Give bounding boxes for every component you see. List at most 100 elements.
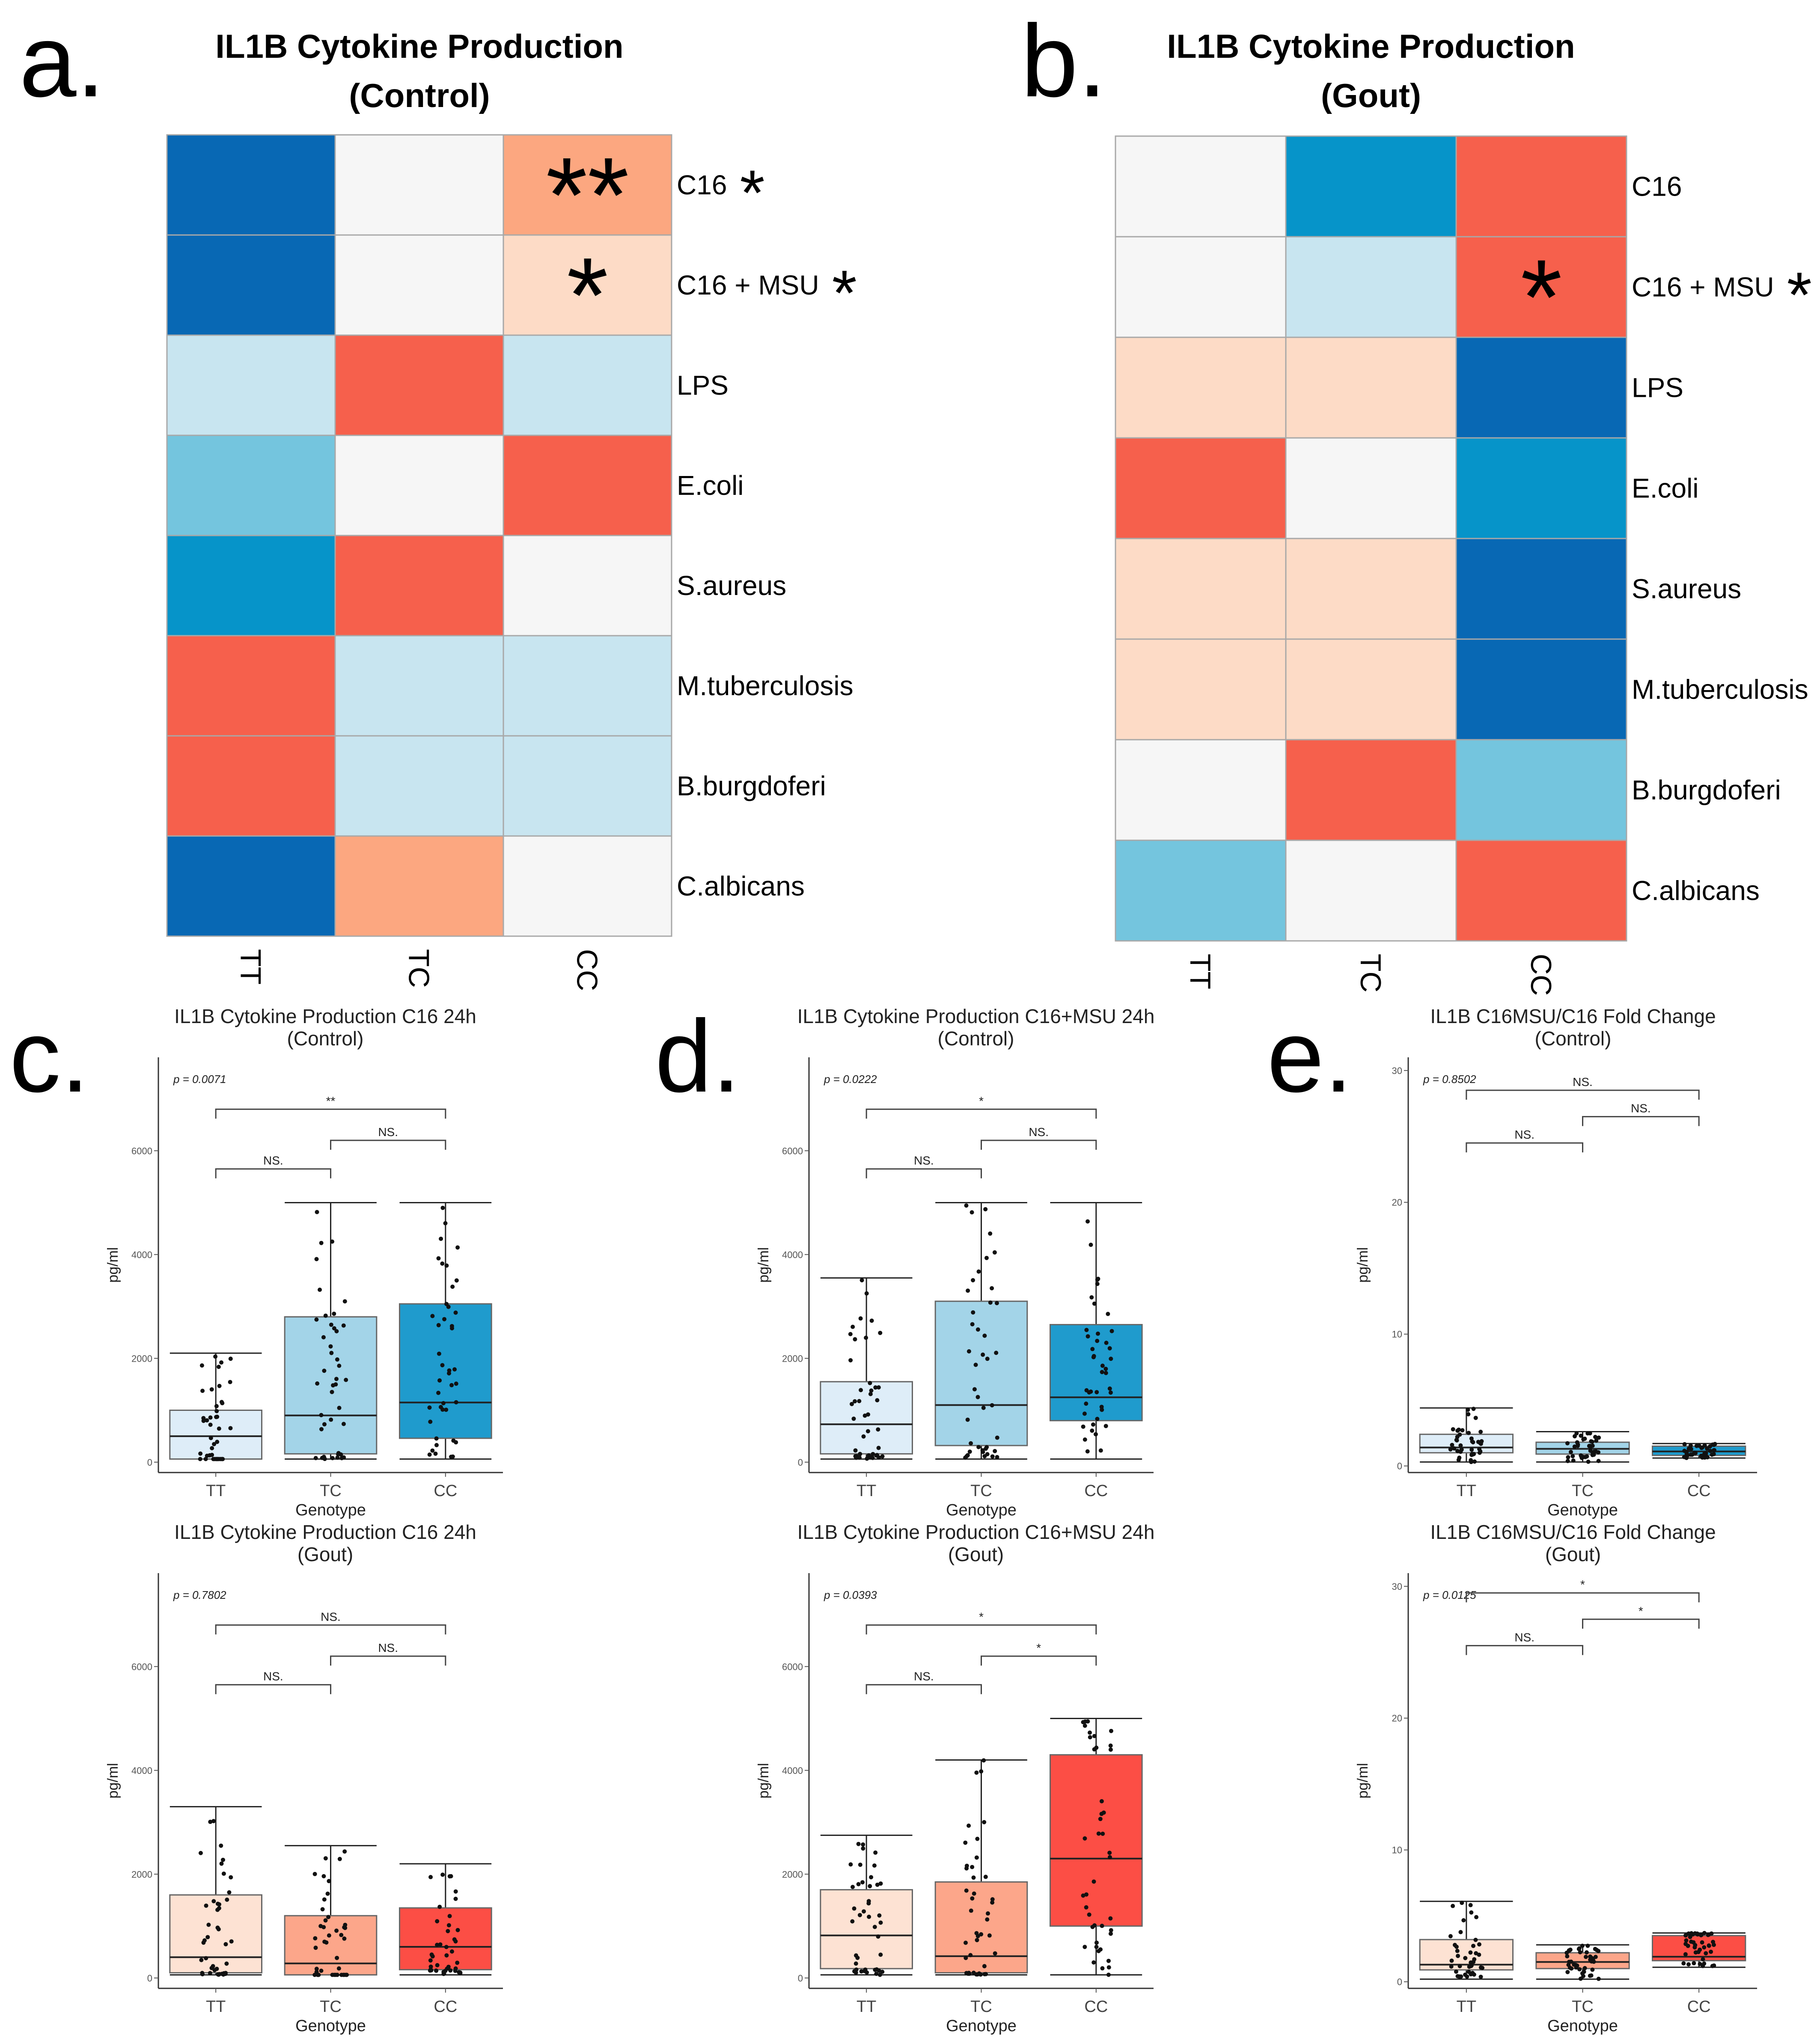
data-point xyxy=(1109,1928,1113,1933)
data-point xyxy=(1683,1933,1688,1938)
data-point xyxy=(217,1906,221,1910)
data-point xyxy=(454,1278,459,1283)
p-value-label: p = 0.0071 xyxy=(173,1073,226,1086)
data-point xyxy=(208,1820,213,1824)
data-point xyxy=(444,1407,449,1412)
data-point xyxy=(1471,1960,1476,1964)
data-point xyxy=(993,1951,997,1956)
heatmap-cell xyxy=(1115,739,1287,841)
boxplot-4: IL1B Cytokine Production C16+MSU 24h(Gou… xyxy=(755,1521,1154,2035)
box-rect xyxy=(1050,1324,1143,1422)
data-point xyxy=(342,1299,347,1304)
data-point xyxy=(322,1940,327,1944)
data-point xyxy=(1583,1455,1588,1459)
data-point xyxy=(1593,1955,1598,1959)
data-point xyxy=(1467,1964,1472,1969)
boxplot-title: IL1B Cytokine Production C16+MSU 24h xyxy=(797,1005,1155,1027)
boxplot-title: IL1B Cytokine Production C16 24h xyxy=(174,1521,476,1543)
x-tick-label: CC xyxy=(434,1998,457,2016)
data-point xyxy=(321,1335,326,1340)
data-point xyxy=(964,1866,969,1871)
data-point xyxy=(314,1967,319,1971)
data-point xyxy=(1101,1810,1106,1815)
data-point xyxy=(853,1961,858,1966)
data-point xyxy=(1580,1943,1585,1948)
data-point xyxy=(455,1245,460,1250)
data-point xyxy=(858,1452,862,1456)
heatmap-cell xyxy=(334,334,504,436)
data-point xyxy=(1096,1276,1100,1281)
data-point xyxy=(1082,1723,1087,1728)
heatmap-cell xyxy=(503,434,672,536)
y-tick-label: 0 xyxy=(147,1973,152,1984)
data-point xyxy=(1588,1973,1592,1978)
data-point xyxy=(1478,1975,1483,1979)
data-point xyxy=(1597,1435,1601,1440)
y-tick-label: 6000 xyxy=(131,1145,152,1156)
data-point xyxy=(878,1952,883,1957)
data-point xyxy=(1477,1952,1481,1957)
data-point xyxy=(1100,1924,1104,1928)
data-point xyxy=(1686,1943,1690,1948)
data-point xyxy=(1708,1449,1713,1453)
data-point xyxy=(215,1414,220,1419)
data-point xyxy=(330,1389,334,1394)
data-point xyxy=(985,1917,990,1922)
heatmap-row-label: C.albicans xyxy=(677,871,805,902)
data-point xyxy=(1578,1976,1583,1981)
box-rect xyxy=(284,1915,378,1976)
data-point xyxy=(313,1456,318,1461)
data-point xyxy=(975,1938,979,1943)
data-point xyxy=(1585,1431,1590,1436)
data-point xyxy=(1590,1440,1594,1444)
data-point xyxy=(434,1443,439,1447)
data-point xyxy=(316,1973,321,1977)
heatmap-cell xyxy=(166,134,336,236)
data-point xyxy=(1570,1454,1575,1458)
data-point xyxy=(341,1422,346,1426)
data-point xyxy=(210,1446,214,1451)
bracket-label: NS. xyxy=(1514,1128,1535,1141)
bracket-label: * xyxy=(1639,1604,1643,1618)
data-point xyxy=(1591,1449,1596,1454)
data-point xyxy=(216,1927,221,1931)
data-point xyxy=(1579,1433,1583,1438)
data-point xyxy=(1586,1459,1591,1464)
data-point xyxy=(861,1846,865,1851)
data-point xyxy=(344,1973,348,1977)
heatmap-row-label: B.burgdoferi xyxy=(1632,775,1781,806)
x-tick-label: CC xyxy=(434,1482,457,1500)
significance-bracket xyxy=(215,1168,331,1178)
bracket-label: * xyxy=(1036,1641,1041,1654)
data-point xyxy=(1565,1970,1570,1974)
heatmap-column-label: TC xyxy=(403,949,435,988)
data-point xyxy=(993,1449,997,1453)
data-point xyxy=(1449,1958,1454,1963)
data-point xyxy=(980,1448,985,1453)
data-point xyxy=(315,1210,319,1214)
data-point xyxy=(1463,1956,1468,1961)
data-point xyxy=(985,1452,990,1457)
heatmap-row-label: LPS xyxy=(1632,372,1683,403)
data-point xyxy=(867,1914,871,1919)
data-point xyxy=(444,1953,449,1958)
data-point xyxy=(458,1971,463,1976)
data-point xyxy=(1090,1347,1095,1351)
data-point xyxy=(451,1438,456,1443)
data-point xyxy=(328,1344,333,1349)
heatmap-column-label: TT xyxy=(235,949,267,985)
data-point xyxy=(969,1210,974,1215)
data-point xyxy=(1581,1974,1585,1979)
data-point xyxy=(860,1880,865,1885)
data-point xyxy=(1691,1940,1696,1945)
data-point xyxy=(1454,1438,1459,1443)
data-point xyxy=(863,1967,868,1972)
data-point xyxy=(868,1381,872,1385)
data-point xyxy=(428,1419,433,1424)
significance-bracket xyxy=(865,1168,982,1178)
data-point xyxy=(204,1903,208,1908)
bracket-label: NS. xyxy=(1631,1102,1651,1115)
data-point xyxy=(850,1919,855,1924)
data-point xyxy=(1682,1455,1686,1459)
data-point xyxy=(1571,1458,1576,1463)
